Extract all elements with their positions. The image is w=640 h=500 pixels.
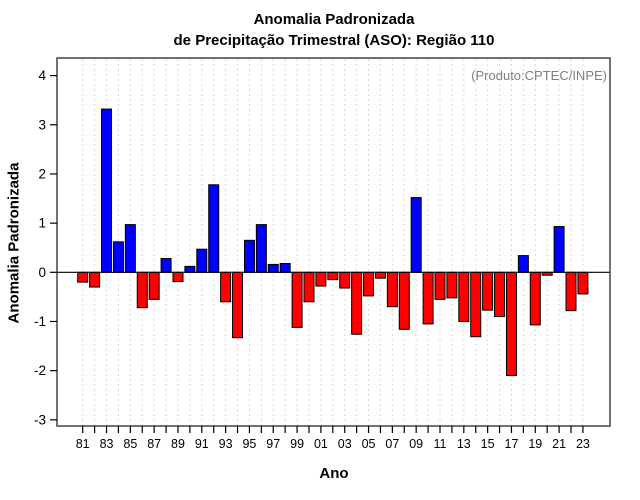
- y-tick-label: 0: [38, 265, 46, 280]
- x-tick-label: 11: [434, 437, 447, 451]
- y-tick-label: -1: [34, 314, 46, 329]
- bar-1985: [124, 224, 136, 273]
- x-tick-label: 03: [338, 437, 352, 451]
- x-tick-label: 23: [576, 437, 590, 451]
- bar-2003: [339, 271, 351, 289]
- x-tick-label: 13: [457, 437, 471, 451]
- x-tick-label: 17: [505, 437, 519, 451]
- bar-2012: [446, 271, 458, 299]
- x-tick-label: 93: [219, 437, 233, 451]
- bar-1984: [112, 241, 124, 273]
- bar-2007: [386, 271, 398, 308]
- bar-1988: [160, 258, 172, 273]
- bar-2019: [529, 271, 541, 326]
- bar-2018: [517, 255, 529, 273]
- bar-2004: [351, 271, 363, 335]
- bar-1999: [291, 271, 303, 328]
- bar-2013: [458, 271, 470, 322]
- product-annotation: (Produto:CPTEC/INPE): [471, 68, 607, 83]
- bar-2002: [327, 271, 339, 281]
- x-tick-label: 09: [409, 437, 423, 451]
- bar-1993: [220, 271, 232, 303]
- x-axis-title: Ano: [319, 465, 349, 482]
- bar-2016: [494, 271, 506, 318]
- bar-2000: [303, 271, 315, 303]
- chart-title: Anomalia Padronizada de Precipitação Tri…: [57, 9, 611, 51]
- y-tick-label: 3: [38, 117, 46, 132]
- x-tick-label: 19: [528, 437, 542, 451]
- bar-2008: [398, 271, 410, 330]
- bar-2015: [482, 271, 494, 311]
- bar-1994: [232, 271, 244, 339]
- x-tick-label: 05: [362, 437, 376, 451]
- bar-2001: [315, 271, 327, 287]
- bar-1992: [208, 184, 220, 273]
- x-tick-label: 15: [481, 437, 495, 451]
- bar-2022: [565, 271, 577, 312]
- x-tick-label: 07: [385, 437, 399, 451]
- bar-2017: [505, 271, 517, 377]
- x-tick-label: 91: [195, 437, 209, 451]
- x-tick-label: 83: [100, 437, 114, 451]
- x-tick-label: 87: [147, 437, 161, 451]
- x-tick-label: 81: [76, 437, 90, 451]
- bar-2009: [410, 197, 422, 273]
- y-tick-label: -3: [34, 412, 46, 427]
- bar-1986: [136, 271, 148, 309]
- x-tick-label: 21: [552, 437, 566, 451]
- bar-1987: [148, 271, 160, 300]
- bar-1995: [243, 239, 255, 273]
- y-tick-label: 4: [38, 68, 46, 83]
- bar-1996: [255, 224, 267, 273]
- bar-2005: [363, 271, 375, 297]
- bar-1982: [89, 271, 101, 288]
- bar-1991: [196, 248, 208, 273]
- bar-1997: [267, 263, 279, 273]
- x-tick-label: 99: [290, 437, 304, 451]
- y-tick-label: -2: [34, 363, 46, 378]
- bar-1981: [77, 271, 89, 283]
- bar-2010: [422, 271, 434, 325]
- x-tick-label: 89: [171, 437, 185, 451]
- chart-title-line2: de Precipitação Trimestral (ASO): Região…: [173, 32, 495, 49]
- bar-2023: [577, 271, 589, 295]
- x-tick-label: 85: [123, 437, 137, 451]
- x-tick-label: 95: [242, 437, 256, 451]
- x-tick-label: 97: [266, 437, 280, 451]
- x-tick-label: 01: [314, 437, 328, 451]
- bar-2021: [553, 226, 565, 273]
- bar-1998: [279, 262, 291, 273]
- bar-1990: [184, 265, 196, 273]
- y-axis-title: Anomalia Padronizada: [5, 162, 23, 324]
- bar-2011: [434, 271, 446, 300]
- bar-2006: [374, 271, 386, 279]
- bars: [77, 108, 589, 377]
- bar-1989: [172, 271, 184, 283]
- bar-2014: [470, 271, 482, 338]
- chart-title-line1: Anomalia Padronizada: [253, 11, 415, 28]
- bar-1983: [101, 108, 113, 273]
- y-tick-label: 2: [38, 166, 46, 181]
- y-tick-label: 1: [38, 216, 46, 231]
- plot-border: [56, 57, 611, 427]
